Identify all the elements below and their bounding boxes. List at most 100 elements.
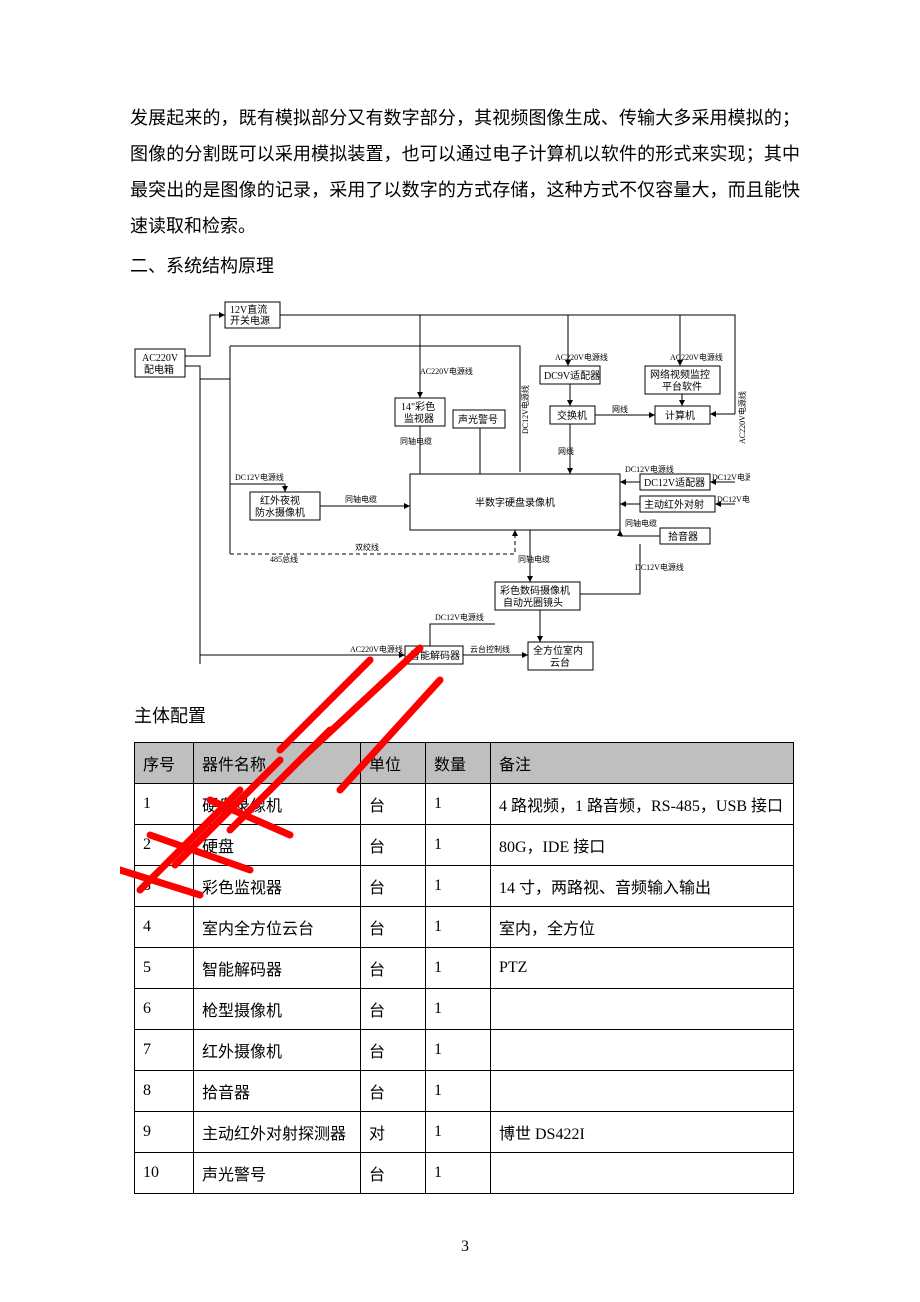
lbl-dc-1: DC12V电源线 [235,472,284,482]
table-row: 9主动红外对射探测器对1博世 DS422I [135,1112,794,1153]
table-cell: 1 [426,1030,491,1071]
table-cell: 智能解码器 [194,948,361,989]
table-cell: 室内全方位云台 [194,907,361,948]
table-cell: 硬盘录像机 [194,784,361,825]
lbl-dc-3b: DC12V电源线 [717,494,750,504]
lbl-dc-4: DC12V电源线 [435,612,484,622]
table-cell: 14 寸，两路视、音频输入输出 [491,866,794,907]
lbl-ac-3: AC220V电源线 [670,352,723,362]
lbl-ptzctrl: 云台控制线 [470,644,510,654]
table-row: 10声光警号台1 [135,1153,794,1194]
sub-heading: 主体配置 [134,702,800,728]
table-cell: 6 [135,989,194,1030]
table-cell: 博世 DS422I [491,1112,794,1153]
col-seq: 序号 [135,743,194,784]
table-cell: 红外摄像机 [194,1030,361,1071]
box-alarm: 声光警号 [458,413,498,426]
box-ccam-l2: 自动光圈镜头 [503,596,563,609]
table-cell: 1 [135,784,194,825]
table-row: 4室内全方位云台台1室内，全方位 [135,907,794,948]
col-unit: 单位 [361,743,426,784]
table-cell: 台 [361,825,426,866]
lbl-dc-v: DC12V电源线 [520,385,530,434]
box-pickup: 拾音器 [668,530,698,543]
lbl-twist: 双绞线 [355,542,379,552]
page-number: 3 [130,1238,800,1256]
lbl-dc-2b: DC12V电源线 [712,472,750,482]
table-cell: 声光警号 [194,1153,361,1194]
table-row: 5智能解码器台1PTZ [135,948,794,989]
box-mon-l2: 监视器 [404,412,434,425]
table-cell: 主动红外对射探测器 [194,1112,361,1153]
table-cell [491,989,794,1030]
table-cell: 拾音器 [194,1071,361,1112]
box-power-l1: AC220V [142,353,179,364]
table-cell: 台 [361,948,426,989]
table-cell: 7 [135,1030,194,1071]
lbl-coax-1: 同轴电缆 [400,436,432,446]
table-row: 1硬盘录像机台14 路视频，1 路音频，RS-485，USB 接口 [135,784,794,825]
table-row: 6枪型摄像机台1 [135,989,794,1030]
lbl-485: 485总线 [270,554,298,564]
table-cell: 4 路视频，1 路音频，RS-485，USB 接口 [491,784,794,825]
box-power-l2: 配电箱 [144,363,174,376]
box-ptz-l2: 云台 [550,656,570,669]
box-computer: 计算机 [665,409,695,422]
table-cell: 台 [361,866,426,907]
table-cell: 8 [135,1071,194,1112]
table-cell: 3 [135,866,194,907]
box-ccam-l1: 彩色数码摄像机 [500,584,570,597]
col-name: 器件名称 [194,743,361,784]
lbl-coax-2: 同轴电缆 [345,494,377,504]
box-dvr: 半数字硬盘录像机 [475,496,555,509]
box-dc9v: DC9V适配器 [544,370,600,382]
lbl-dc-2: DC12V电源线 [625,464,674,474]
box-netsw-l2: 平台软件 [662,380,702,393]
lbl-dc-3: DC12V电源线 [635,562,684,572]
table-cell [491,1153,794,1194]
table-cell: 室内，全方位 [491,907,794,948]
table-cell: 2 [135,825,194,866]
table-row: 3彩色监视器台114 寸，两路视、音频输入输出 [135,866,794,907]
table-cell [491,1071,794,1112]
table-cell: PTZ [491,948,794,989]
box-dc12vad: DC12V适配器 [644,477,705,489]
table-cell: 1 [426,1071,491,1112]
box-netsw-l1: 网络视频监控 [650,368,710,381]
box-dc12v-l2: 开关电源 [230,314,270,327]
table-row: 7红外摄像机台1 [135,1030,794,1071]
box-ircam-l1: 红外夜视 [260,494,300,507]
table-cell: 硬盘 [194,825,361,866]
table-row: 8拾音器台1 [135,1071,794,1112]
table-cell: 1 [426,866,491,907]
table-cell: 枪型摄像机 [194,989,361,1030]
table-cell: 彩色监视器 [194,866,361,907]
system-structure-diagram: AC220V 配电箱 12V直流 开关电源 AC220V电源线 [130,294,750,694]
table-cell: 对 [361,1112,426,1153]
table-cell: 台 [361,1030,426,1071]
table-cell: 10 [135,1153,194,1194]
box-mon-l1: 14"彩色 [401,400,435,413]
table-cell: 1 [426,948,491,989]
col-note: 备注 [491,743,794,784]
table-cell: 4 [135,907,194,948]
table-cell: 台 [361,1153,426,1194]
table-cell: 台 [361,784,426,825]
box-decoder: 智能解码器 [410,649,460,662]
table-cell: 9 [135,1112,194,1153]
table-row: 2硬盘台180G，IDE 接口 [135,825,794,866]
section-heading: 二、系统结构原理 [130,248,800,284]
lbl-ac-d: AC220V电源线 [350,644,403,654]
table-cell: 1 [426,784,491,825]
table-cell: 台 [361,1071,426,1112]
lbl-net-1: 网线 [612,404,628,414]
lbl-coax-3: 同轴电缆 [625,518,657,528]
col-qty: 数量 [426,743,491,784]
config-table: 序号 器件名称 单位 数量 备注 1硬盘录像机台14 路视频，1 路音频，RS-… [134,742,794,1194]
table-cell: 1 [426,989,491,1030]
box-irbeam: 主动红外对射 [644,498,704,511]
table-header-row: 序号 器件名称 单位 数量 备注 [135,743,794,784]
table-cell: 1 [426,825,491,866]
box-ptz-l1: 全方位室内 [533,644,583,657]
lbl-net-2: 网线 [558,446,574,456]
